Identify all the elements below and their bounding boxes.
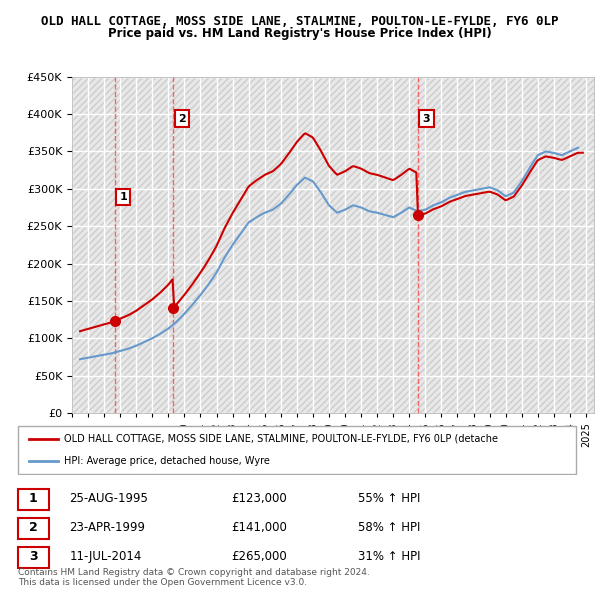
FancyBboxPatch shape [18,548,49,568]
Text: 23-APR-1999: 23-APR-1999 [70,521,146,534]
Text: 11-JUL-2014: 11-JUL-2014 [70,550,142,563]
Text: 1: 1 [119,192,127,202]
Text: 3: 3 [29,550,38,563]
FancyBboxPatch shape [18,427,577,474]
Text: 2: 2 [29,521,38,534]
Text: £123,000: £123,000 [231,492,287,505]
Text: HPI: Average price, detached house, Wyre: HPI: Average price, detached house, Wyre [64,456,270,466]
Text: 3: 3 [422,113,430,123]
Text: £265,000: £265,000 [231,550,287,563]
Text: 1: 1 [29,492,38,505]
Text: OLD HALL COTTAGE, MOSS SIDE LANE, STALMINE, POULTON-LE-FYLDE, FY6 0LP (detache: OLD HALL COTTAGE, MOSS SIDE LANE, STALMI… [64,434,498,444]
Text: 58% ↑ HPI: 58% ↑ HPI [358,521,420,534]
Text: Price paid vs. HM Land Registry's House Price Index (HPI): Price paid vs. HM Land Registry's House … [108,27,492,40]
Text: 2: 2 [178,113,186,123]
Text: 25-AUG-1995: 25-AUG-1995 [70,492,148,505]
Text: 31% ↑ HPI: 31% ↑ HPI [358,550,420,563]
Text: 55% ↑ HPI: 55% ↑ HPI [358,492,420,505]
Text: Contains HM Land Registry data © Crown copyright and database right 2024.
This d: Contains HM Land Registry data © Crown c… [18,568,370,587]
FancyBboxPatch shape [18,519,49,539]
Text: £141,000: £141,000 [231,521,287,534]
Text: OLD HALL COTTAGE, MOSS SIDE LANE, STALMINE, POULTON-LE-FYLDE, FY6 0LP: OLD HALL COTTAGE, MOSS SIDE LANE, STALMI… [41,15,559,28]
FancyBboxPatch shape [18,490,49,510]
